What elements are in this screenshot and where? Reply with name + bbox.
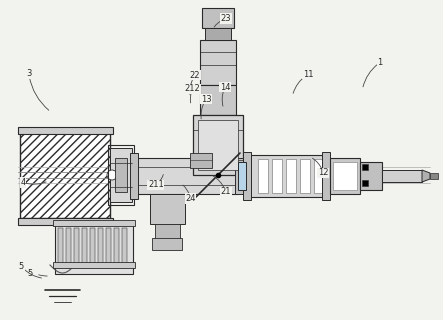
- Bar: [238, 162, 246, 190]
- Bar: [322, 152, 330, 200]
- Text: 11: 11: [303, 70, 313, 79]
- Bar: [190, 153, 212, 168]
- Text: 21: 21: [221, 188, 231, 196]
- Bar: [430, 173, 438, 179]
- Bar: [18, 218, 113, 225]
- Bar: [108, 145, 134, 205]
- Bar: [200, 40, 236, 85]
- Bar: [20, 130, 110, 218]
- Bar: [272, 159, 282, 193]
- Bar: [114, 228, 119, 268]
- Bar: [333, 162, 357, 190]
- Bar: [330, 158, 360, 194]
- Polygon shape: [422, 170, 430, 182]
- Bar: [155, 224, 180, 239]
- Bar: [314, 159, 324, 193]
- Bar: [382, 170, 422, 182]
- Bar: [90, 228, 95, 268]
- Text: 4: 4: [20, 178, 26, 187]
- Bar: [193, 115, 243, 175]
- Text: 13: 13: [201, 95, 211, 104]
- Bar: [98, 228, 103, 268]
- Bar: [55, 222, 133, 274]
- Text: 14: 14: [220, 83, 230, 92]
- Bar: [360, 162, 382, 190]
- Bar: [205, 28, 231, 40]
- Bar: [53, 262, 135, 268]
- Text: 211: 211: [148, 180, 164, 189]
- Bar: [286, 159, 296, 193]
- Bar: [110, 148, 132, 202]
- Bar: [258, 159, 268, 193]
- Bar: [74, 228, 79, 268]
- Text: 5: 5: [27, 269, 33, 278]
- Bar: [82, 228, 87, 268]
- Bar: [246, 155, 326, 197]
- Bar: [198, 120, 238, 170]
- Bar: [243, 152, 251, 200]
- Bar: [362, 180, 368, 186]
- Bar: [152, 238, 182, 250]
- Bar: [53, 220, 135, 226]
- Bar: [133, 158, 238, 194]
- Circle shape: [107, 170, 117, 180]
- Text: 5: 5: [19, 262, 24, 271]
- Bar: [115, 158, 127, 192]
- Text: 1: 1: [377, 58, 383, 67]
- Text: 23: 23: [221, 14, 231, 23]
- Text: 24: 24: [185, 194, 196, 203]
- Bar: [200, 85, 236, 115]
- Bar: [130, 153, 138, 199]
- Bar: [66, 228, 71, 268]
- Text: 22: 22: [190, 71, 200, 80]
- Bar: [235, 158, 243, 194]
- Text: 3: 3: [26, 69, 31, 78]
- Bar: [106, 228, 111, 268]
- Bar: [300, 159, 310, 193]
- Bar: [18, 127, 113, 134]
- Bar: [362, 164, 368, 170]
- Text: 212: 212: [185, 84, 201, 93]
- Text: 12: 12: [318, 168, 329, 177]
- Bar: [58, 228, 63, 268]
- Bar: [122, 228, 127, 268]
- Bar: [202, 8, 234, 28]
- Bar: [150, 194, 185, 224]
